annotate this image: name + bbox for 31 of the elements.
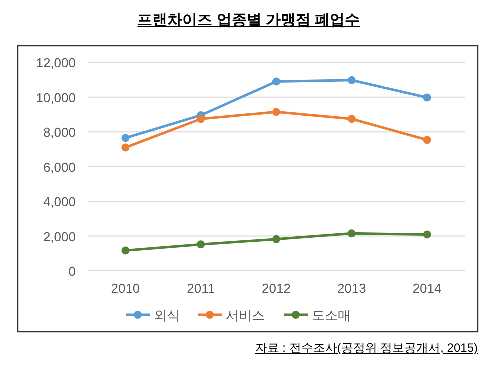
y-tick-label: 8,000 xyxy=(43,125,76,140)
point xyxy=(272,108,280,116)
point xyxy=(423,94,432,102)
point xyxy=(348,115,356,124)
legend-label: 도소매 xyxy=(312,308,351,323)
y-tick-label: 10,000 xyxy=(36,90,76,106)
point xyxy=(197,115,206,124)
x-tick-label: 2011 xyxy=(187,281,216,296)
x-tick-label: 2013 xyxy=(337,281,366,296)
point xyxy=(272,78,280,86)
chart-title: 프랜차이즈 업종별 가맹점 폐업수 xyxy=(138,12,360,29)
legend-label: 외식 xyxy=(154,308,180,323)
point xyxy=(197,240,206,249)
y-tick-label: 0 xyxy=(68,264,76,279)
text: 자료 : 전수조사(공정위 정보공개서, 2015) xyxy=(255,341,478,355)
point xyxy=(122,134,130,142)
x-tick-label: 2014 xyxy=(412,281,442,296)
point xyxy=(348,230,356,238)
y-tick-label: 2,000 xyxy=(43,229,76,244)
x-tick-label: 2012 xyxy=(262,281,291,296)
legend-label: 서비스 xyxy=(226,308,265,323)
x-tick-label: 2010 xyxy=(111,281,140,296)
point xyxy=(122,144,130,152)
y-tick-label: 6,000 xyxy=(43,160,76,175)
point xyxy=(423,230,432,239)
y-tick-label: 12,000 xyxy=(36,56,76,71)
point xyxy=(348,76,356,84)
point xyxy=(272,235,280,244)
point xyxy=(122,246,130,255)
point xyxy=(423,136,432,144)
y-tick-label: 4,000 xyxy=(43,194,76,210)
